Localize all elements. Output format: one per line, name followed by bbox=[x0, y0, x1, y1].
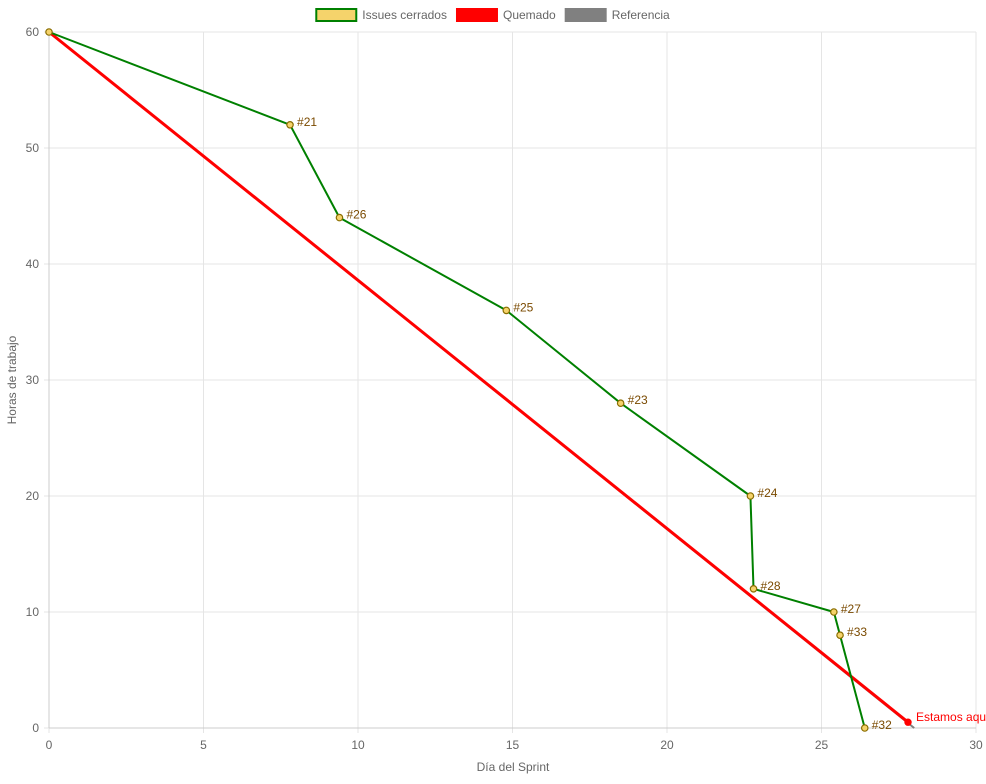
x-tick-label: 5 bbox=[200, 738, 207, 752]
x-axis-label: Día del Sprint bbox=[477, 760, 550, 774]
legend-label: Quemado bbox=[503, 8, 556, 22]
issue-label: #23 bbox=[628, 393, 648, 407]
data-points bbox=[45, 28, 912, 732]
current-point-label: Estamos aqu bbox=[916, 710, 986, 724]
series-line-issues-cerrados bbox=[48, 31, 866, 729]
issue-point bbox=[45, 28, 53, 36]
data-labels: #21 #26 #25 #23 #24 #28 #27 #33 #32 Estamos aqu bbox=[297, 115, 986, 732]
y-axis-label: Horas de trabajo bbox=[5, 335, 19, 424]
issue-label: #25 bbox=[513, 300, 533, 314]
x-tick-label: 20 bbox=[660, 738, 674, 752]
series-line-quemado bbox=[48, 30, 909, 724]
axes: 0 5 10 15 20 25 30 0 10 20 30 40 50 60 bbox=[26, 25, 983, 752]
issue-label: #24 bbox=[757, 486, 777, 500]
issue-point bbox=[830, 608, 838, 616]
x-tick-label: 10 bbox=[351, 738, 365, 752]
grid bbox=[44, 31, 977, 733]
issue-point bbox=[335, 213, 344, 222]
issue-label: #26 bbox=[346, 208, 366, 222]
y-tick-label: 50 bbox=[26, 141, 40, 155]
issue-label: #32 bbox=[872, 718, 892, 732]
series bbox=[48, 30, 915, 729]
issue-label: #28 bbox=[761, 579, 781, 593]
legend: Issues cerrados Quemado Referencia bbox=[315, 8, 670, 22]
issue-label: #33 bbox=[847, 625, 867, 639]
issue-label: #21 bbox=[297, 115, 317, 129]
issue-point bbox=[502, 306, 511, 315]
legend-label: Referencia bbox=[612, 8, 670, 22]
x-tick-label: 15 bbox=[506, 738, 520, 752]
y-tick-label: 60 bbox=[26, 25, 40, 39]
issue-point bbox=[746, 492, 755, 500]
x-tick-label: 0 bbox=[46, 738, 53, 752]
y-tick-label: 0 bbox=[32, 721, 39, 735]
y-tick-label: 20 bbox=[26, 489, 40, 503]
issue-point bbox=[749, 584, 758, 593]
x-tick-label: 30 bbox=[969, 738, 983, 752]
legend-label: Issues cerrados bbox=[362, 8, 447, 22]
issue-point bbox=[616, 399, 625, 408]
issue-point bbox=[286, 121, 294, 129]
x-tick-label: 25 bbox=[815, 738, 829, 752]
issue-point bbox=[836, 631, 844, 640]
legend-swatch bbox=[455, 8, 498, 22]
y-tick-label: 40 bbox=[26, 257, 40, 271]
issue-point bbox=[860, 724, 869, 732]
issue-label: #27 bbox=[841, 602, 861, 616]
legend-swatch bbox=[315, 8, 358, 22]
current-point bbox=[904, 718, 912, 726]
y-tick-label: 30 bbox=[26, 373, 40, 387]
legend-swatch bbox=[564, 8, 607, 22]
y-tick-label: 10 bbox=[26, 605, 40, 619]
